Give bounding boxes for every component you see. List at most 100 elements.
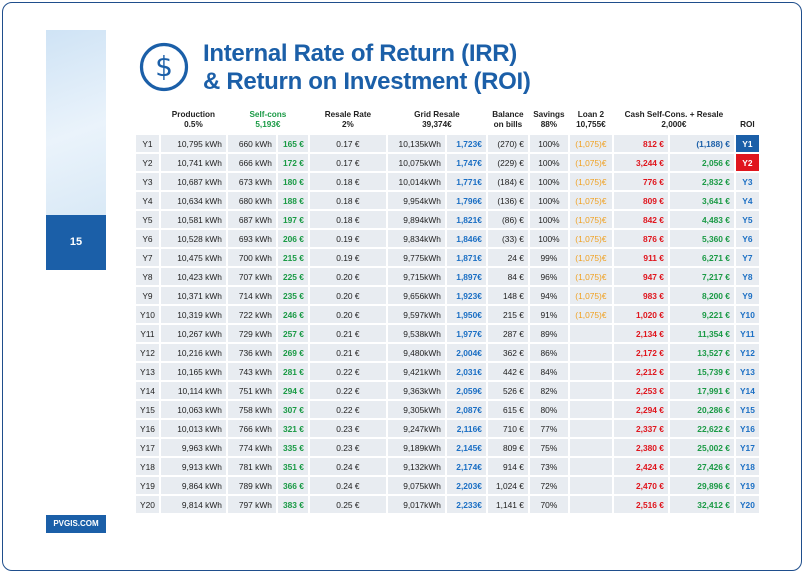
selfcons-eur-cell: 246 € [277,306,308,323]
cash-cell: 2,470 € [613,477,668,494]
year-cell: Y17 [136,439,159,456]
grid-kwh-cell: 9,075kWh [387,477,445,494]
grid-eur-cell: 1,723€ [446,135,486,152]
year-cell: Y1 [136,135,159,152]
balance-cell: (270) € [487,135,528,152]
table-row: Y12 10,216 kWh 736 kWh 269 €0.21 €9,480kWh 2… [136,344,759,361]
cumulative-cell: 20,286 € [669,401,734,418]
page-title: Internal Rate of Return (IRR) & Return o… [203,40,531,96]
header-grid-resale: Grid Resale 39,374€ [414,110,460,129]
table-body: Y1 10,795 kWh 660 kWh 165 €0.17 €10,135kWh 1… [136,135,759,513]
selfcons-eur-cell: 165 € [277,135,308,152]
balance-cell: (184) € [487,173,528,190]
resale-rate-cell: 0.24 € [309,458,386,475]
grid-kwh-cell: 9,775kWh [387,249,445,266]
production-cell: 10,063 kWh [160,401,226,418]
selfcons-eur-cell: 206 € [277,230,308,247]
grid-eur-cell: 2,087€ [446,401,486,418]
balance-cell: 148 € [487,287,528,304]
resale-rate-cell: 0.20 € [309,268,386,285]
selfcons-kwh-cell: 758 kWh [227,401,276,418]
balance-cell: 1,024 € [487,477,528,494]
svg-text:$: $ [155,50,173,83]
selfcons-kwh-cell: 736 kWh [227,344,276,361]
cash-cell: 2,380 € [613,439,668,456]
resale-rate-cell: 0.23 € [309,439,386,456]
year-cell: Y5 [136,211,159,228]
production-cell: 10,634 kWh [160,192,226,209]
roi-cell: Y15 [735,401,759,418]
loan-cell [569,477,612,494]
cumulative-cell: 2,832 € [669,173,734,190]
loan-cell [569,344,612,361]
year-cell: Y11 [136,325,159,342]
roi-cell: Y16 [735,420,759,437]
savings-cell: 94% [529,287,568,304]
cumulative-cell: 27,426 € [669,458,734,475]
roi-cell: Y9 [735,287,759,304]
selfcons-kwh-cell: 751 kWh [227,382,276,399]
loan-cell: (1,075)€ [569,211,612,228]
loan-cell: (1,075)€ [569,192,612,209]
grid-kwh-cell: 9,954kWh [387,192,445,209]
resale-rate-cell: 0.22 € [309,401,386,418]
resale-rate-cell: 0.24 € [309,477,386,494]
table-row: Y5 10,581 kWh 687 kWh 197 €0.18 €9,894kWh 1,… [136,211,759,228]
resale-rate-cell: 0.20 € [309,287,386,304]
balance-cell: (33) € [487,230,528,247]
year-cell: Y12 [136,344,159,361]
balance-cell: 362 € [487,344,528,361]
selfcons-eur-cell: 269 € [277,344,308,361]
resale-rate-cell: 0.21 € [309,344,386,361]
selfcons-eur-cell: 366 € [277,477,308,494]
cumulative-cell: 29,896 € [669,477,734,494]
production-cell: 10,741 kWh [160,154,226,171]
year-cell: Y4 [136,192,159,209]
selfcons-kwh-cell: 766 kWh [227,420,276,437]
resale-rate-cell: 0.19 € [309,249,386,266]
dollar-icon: $ [139,42,189,92]
grid-eur-cell: 1,747€ [446,154,486,171]
cash-cell: 776 € [613,173,668,190]
grid-kwh-cell: 9,132kWh [387,458,445,475]
cumulative-cell: 5,360 € [669,230,734,247]
cash-cell: 809 € [613,192,668,209]
page-number: 15 [69,236,83,248]
cash-cell: 842 € [613,211,668,228]
cumulative-cell: 17,991 € [669,382,734,399]
cash-cell: 2,172 € [613,344,668,361]
loan-cell [569,382,612,399]
roi-cell: Y13 [735,363,759,380]
loan-cell [569,439,612,456]
year-cell: Y15 [136,401,159,418]
cash-cell: 2,516 € [613,496,668,513]
selfcons-eur-cell: 180 € [277,173,308,190]
production-cell: 10,795 kWh [160,135,226,152]
loan-cell: (1,075)€ [569,287,612,304]
grid-eur-cell: 2,031€ [446,363,486,380]
selfcons-eur-cell: 225 € [277,268,308,285]
balance-cell: 84 € [487,268,528,285]
resale-rate-cell: 0.18 € [309,211,386,228]
year-cell: Y16 [136,420,159,437]
grid-kwh-cell: 9,597kWh [387,306,445,323]
brand-label: PVGIS.COM [46,515,106,533]
resale-rate-cell: 0.18 € [309,173,386,190]
cash-cell: 3,244 € [613,154,668,171]
cumulative-cell: (1,188) € [669,135,734,152]
cash-cell: 2,337 € [613,420,668,437]
year-cell: Y10 [136,306,159,323]
production-cell: 10,267 kWh [160,325,226,342]
production-cell: 9,814 kWh [160,496,226,513]
grid-kwh-cell: 9,017kWh [387,496,445,513]
grid-eur-cell: 2,233€ [446,496,486,513]
loan-cell: (1,075)€ [569,268,612,285]
balance-cell: 287 € [487,325,528,342]
savings-cell: 100% [529,192,568,209]
balance-cell: (136) € [487,192,528,209]
year-cell: Y9 [136,287,159,304]
cumulative-cell: 9,221 € [669,306,734,323]
savings-cell: 86% [529,344,568,361]
table-row: Y18 9,913 kWh 781 kWh 351 €0.24 €9,132kWh 2,… [136,458,759,475]
selfcons-kwh-cell: 743 kWh [227,363,276,380]
